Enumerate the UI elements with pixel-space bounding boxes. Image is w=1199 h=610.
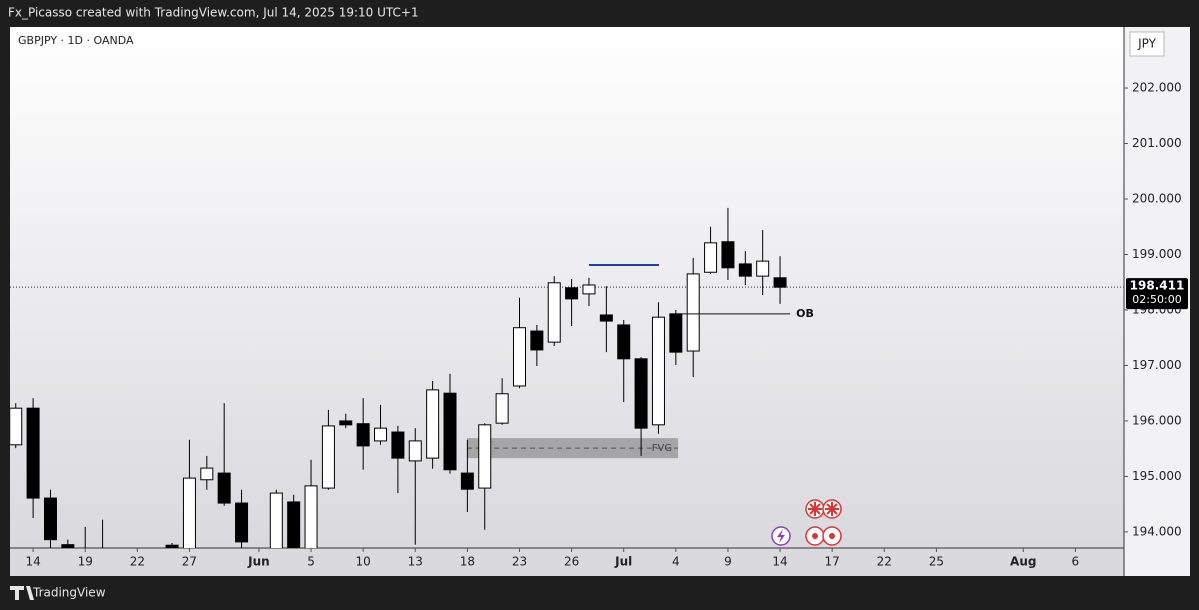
candle-body [391, 431, 405, 459]
candle-body [512, 327, 526, 387]
event-icons [771, 499, 842, 546]
currency: JPY [1137, 37, 1157, 51]
candle-body [356, 423, 370, 447]
symbol-legend: GBPJPY · 1D · OANDA [18, 34, 134, 47]
x-tick-label: 22 [877, 555, 892, 569]
y-tick-label: 202.000 [1132, 81, 1182, 95]
x-tick-label: 10 [356, 555, 371, 569]
candle-body [339, 420, 353, 426]
candle-body [686, 273, 700, 352]
footer: TradingView [32, 586, 106, 600]
candle-body [182, 477, 196, 548]
candle-body [756, 260, 770, 277]
candle-body [478, 424, 492, 489]
x-tick-label: 17 [825, 555, 840, 569]
x-tick-label: Aug [1010, 555, 1036, 569]
y-tick-label: 194.000 [1132, 524, 1182, 538]
candle-body [634, 358, 648, 429]
x-tick-label: 26 [564, 555, 579, 569]
y-tick-label: 197.000 [1132, 358, 1182, 372]
candle-body [374, 427, 388, 442]
event-icon [829, 533, 835, 539]
candle-body [617, 324, 631, 360]
candle-body [165, 544, 179, 548]
x-tick-label: 18 [460, 555, 475, 569]
y-tick-label: 199.000 [1132, 247, 1182, 261]
event-icon [808, 502, 822, 516]
x-tick-label: 4 [672, 555, 680, 569]
candle-body [287, 501, 301, 548]
event-icon [825, 502, 839, 516]
candle-body [269, 492, 283, 548]
candle-body [495, 393, 509, 424]
candle-body [738, 263, 752, 277]
ob-label: OB [796, 307, 814, 320]
candle-body [460, 472, 474, 490]
x-tick-label: 13 [408, 555, 423, 569]
candle-body [304, 485, 318, 548]
candle-body [530, 330, 544, 351]
logo [10, 586, 34, 600]
x-tick-label: 14 [772, 555, 787, 569]
y-tick-label: 196.000 [1132, 413, 1182, 427]
x-tick-label: Jun [247, 555, 270, 569]
y-tick-label: 201.000 [1132, 136, 1182, 150]
x-tick-label: 22 [130, 555, 145, 569]
candle-body [235, 502, 249, 543]
event-icon [777, 529, 785, 543]
candle-body [43, 497, 57, 541]
candle-body [599, 314, 613, 322]
candle-body [443, 392, 457, 471]
x-tick-label: 14 [25, 555, 40, 569]
candle-body [651, 316, 665, 426]
event-icon [812, 533, 818, 539]
x-axis-area [10, 548, 1124, 576]
candle-body [773, 277, 787, 288]
candle-body [669, 313, 683, 353]
countdown: 02:50:00 [1132, 293, 1181, 306]
candle-body [426, 389, 440, 459]
candle-body [321, 425, 335, 489]
x-tick-label: 5 [307, 555, 315, 569]
candle-body [408, 440, 422, 462]
price-tag-label: 198.411 [1130, 279, 1185, 293]
candle-body [704, 242, 718, 273]
candle-body [200, 467, 214, 481]
y-tick-label: 200.000 [1132, 192, 1182, 206]
x-tick-label: Jul [614, 555, 632, 569]
candle-body [26, 407, 40, 499]
x-tick-label: 23 [512, 555, 527, 569]
candle-body [10, 407, 23, 446]
plot: FVG OB [10, 207, 1124, 548]
candle-body [565, 287, 579, 300]
currency-box [1129, 31, 1165, 57]
x-tick-label: 25 [929, 555, 944, 569]
x-tick-label: 9 [724, 555, 732, 569]
x-tick-label: 6 [1072, 555, 1080, 569]
candle-body [547, 282, 561, 343]
fvg-zone [467, 438, 679, 459]
header: Fx_Picasso created with TradingView.com,… [8, 6, 419, 20]
y-tick-label: 195.000 [1132, 469, 1182, 483]
fvg-label: FVG [652, 443, 672, 454]
candle-body [217, 472, 231, 504]
candle-body [721, 241, 735, 269]
x-tick-label: 19 [78, 555, 93, 569]
price-tag [1126, 278, 1188, 310]
x-tick-label: 27 [182, 555, 197, 569]
candle-body [582, 284, 596, 295]
candle-body [61, 544, 75, 548]
